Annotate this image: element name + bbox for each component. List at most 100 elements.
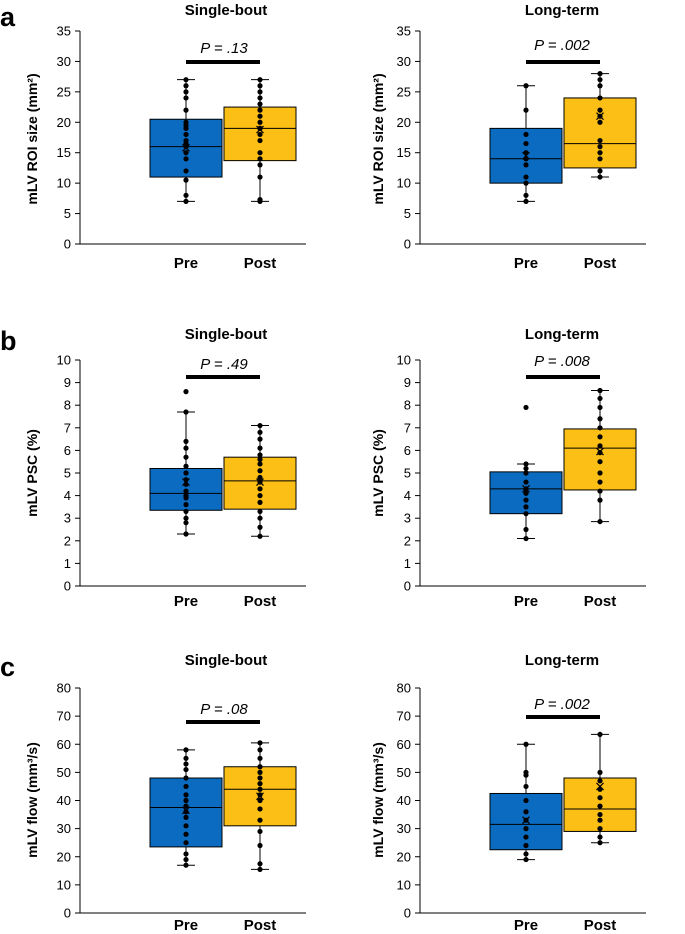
pre-data-point bbox=[523, 809, 529, 815]
pre-data-point bbox=[523, 162, 529, 168]
pre-mean-marker bbox=[522, 816, 530, 825]
pre-data-point bbox=[523, 479, 529, 485]
post-data-point bbox=[597, 107, 603, 113]
chart-title: Long-term bbox=[525, 2, 599, 19]
pre-data-point bbox=[183, 840, 189, 846]
post-data-point bbox=[597, 150, 603, 156]
pre-data-point bbox=[183, 747, 189, 753]
post-data-point bbox=[257, 452, 263, 458]
chart-title: Long-term bbox=[525, 326, 599, 343]
chart-a-single-bout: Single-bout mLV ROI size (mm²) Pre Post … bbox=[24, 2, 306, 272]
y-tick-label: 50 bbox=[57, 765, 71, 780]
post-data-point bbox=[257, 119, 263, 125]
y-tick-label: 0 bbox=[404, 579, 411, 594]
pre-data-point bbox=[523, 511, 529, 517]
post-data-point bbox=[597, 77, 603, 83]
chart-b-single-bout: Single-bout mLV PSC (%) Pre Post P = .49… bbox=[24, 326, 306, 610]
post-data-point bbox=[257, 445, 263, 451]
post-data-point bbox=[257, 769, 263, 775]
post-data-point bbox=[257, 468, 263, 474]
pre-data-point bbox=[183, 77, 189, 83]
y-tick-label: 8 bbox=[404, 398, 411, 413]
post-data-point bbox=[257, 493, 263, 499]
pre-data-point bbox=[183, 137, 189, 144]
y-tick-label: 20 bbox=[397, 115, 411, 130]
y-tick-label: 3 bbox=[64, 511, 71, 526]
y-tick-label: 10 bbox=[397, 176, 411, 191]
y-tick-label: 25 bbox=[397, 84, 411, 99]
post-data-point bbox=[597, 95, 603, 101]
p-value-label: P = .13 bbox=[200, 40, 248, 57]
y-tick-label: 30 bbox=[57, 821, 71, 836]
post-data-point bbox=[257, 486, 263, 492]
y-tick-label: 5 bbox=[404, 466, 411, 481]
x-category-label-post: Post bbox=[244, 593, 277, 610]
post-mean-marker bbox=[596, 447, 604, 456]
post-data-point bbox=[597, 71, 603, 77]
y-tick-label: 20 bbox=[397, 849, 411, 864]
x-category-label-pre: Pre bbox=[514, 593, 538, 610]
post-data-point bbox=[597, 488, 603, 494]
post-data-point bbox=[597, 434, 603, 440]
y-tick-label: 60 bbox=[57, 737, 71, 752]
post-data-point bbox=[597, 518, 603, 525]
pre-data-point bbox=[523, 465, 529, 472]
y-tick-label: 20 bbox=[57, 115, 71, 130]
y-axis-label: mLV ROI size (mm²) bbox=[24, 73, 40, 204]
chart-title: Single-bout bbox=[185, 652, 268, 669]
panel-letter-a: a bbox=[0, 2, 16, 32]
p-value-label: P = .08 bbox=[200, 701, 248, 718]
post-data-point bbox=[597, 425, 603, 431]
pre-data-point bbox=[183, 809, 189, 815]
post-data-point bbox=[597, 450, 603, 456]
post-data-point bbox=[257, 107, 263, 113]
pre-data-point bbox=[523, 851, 529, 857]
y-axis-label: mLV PSC (%) bbox=[370, 429, 386, 517]
y-tick-label: 35 bbox=[57, 24, 71, 39]
pre-data-point bbox=[523, 461, 529, 467]
post-data-point bbox=[597, 470, 603, 476]
pre-data-point bbox=[523, 174, 529, 180]
pre-data-point bbox=[523, 826, 529, 832]
pre-data-point bbox=[523, 769, 529, 775]
post-data-point bbox=[257, 196, 263, 203]
post-data-point bbox=[597, 459, 603, 465]
y-tick-label: 0 bbox=[64, 237, 71, 252]
y-tick-label: 3 bbox=[404, 511, 411, 526]
x-category-label-post: Post bbox=[244, 917, 277, 934]
pre-data-point bbox=[183, 783, 189, 790]
post-mean-marker bbox=[256, 792, 264, 801]
y-tick-label: 0 bbox=[404, 237, 411, 252]
post-data-point bbox=[257, 861, 263, 867]
pre-data-point bbox=[183, 156, 189, 162]
post-data-point bbox=[257, 747, 263, 753]
y-tick-label: 0 bbox=[64, 579, 71, 594]
y-tick-label: 70 bbox=[57, 709, 71, 724]
post-mean-marker bbox=[256, 125, 264, 134]
y-axis-label: mLV flow (mm³/s) bbox=[24, 742, 40, 858]
y-tick-label: 50 bbox=[397, 765, 411, 780]
pre-data-point bbox=[183, 766, 189, 773]
pre-data-point bbox=[183, 198, 189, 204]
y-tick-label: 9 bbox=[64, 375, 71, 390]
y-tick-label: 7 bbox=[64, 420, 71, 435]
post-data-point bbox=[597, 817, 603, 823]
post-data-point bbox=[257, 508, 263, 515]
pre-data-point bbox=[183, 508, 189, 515]
pre-data-point bbox=[183, 177, 189, 183]
pre-data-point bbox=[523, 504, 529, 510]
post-data-point bbox=[597, 803, 603, 809]
post-data-point bbox=[257, 436, 263, 442]
post-data-point bbox=[257, 533, 263, 539]
y-tick-label: 10 bbox=[397, 353, 411, 368]
post-data-point bbox=[257, 150, 263, 156]
y-tick-label: 8 bbox=[64, 398, 71, 413]
pre-data-point bbox=[183, 83, 189, 89]
post-data-point bbox=[257, 515, 263, 521]
y-tick-label: 15 bbox=[397, 145, 411, 160]
y-tick-label: 35 bbox=[397, 24, 411, 39]
p-value-label: P = .49 bbox=[200, 356, 248, 373]
post-data-point bbox=[257, 828, 263, 835]
pre-data-point bbox=[183, 502, 189, 508]
pre-data-point bbox=[523, 107, 529, 113]
